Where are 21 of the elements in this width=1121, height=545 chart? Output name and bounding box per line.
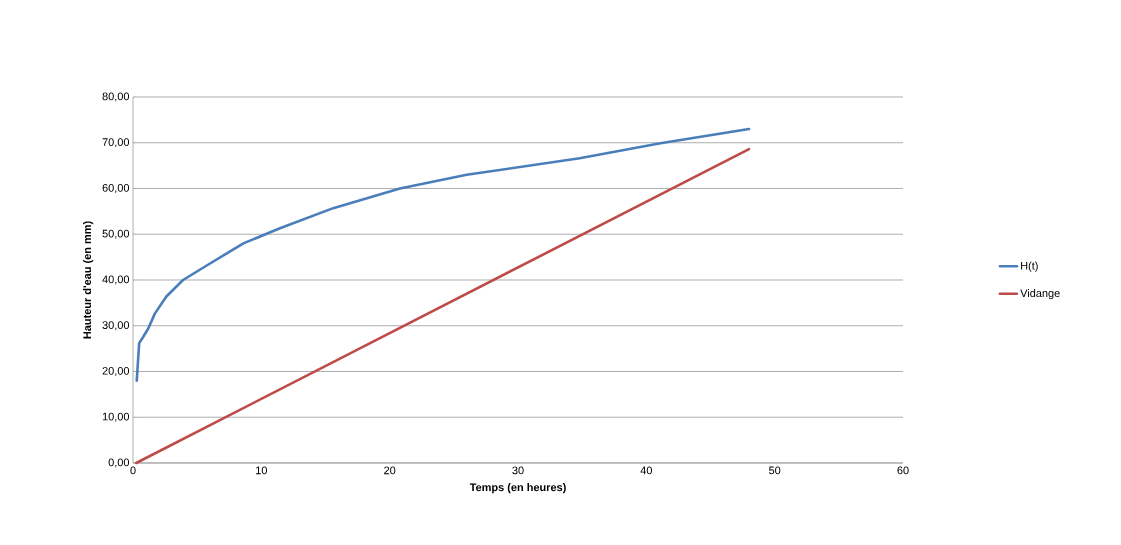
y-tick-label: 70,00 (102, 138, 130, 148)
y-axis-title: Hauteur d'eau (en mm) (83, 221, 94, 339)
x-tick-label: 30 (512, 466, 524, 475)
y-tick-label: 30,00 (102, 321, 130, 331)
legend-label: Vidange (1020, 288, 1060, 300)
y-tick-label: 50,00 (102, 229, 130, 239)
y-tick-label: 0,00 (108, 458, 130, 468)
line-series (135, 127, 751, 382)
y-tick-label: 20,00 (102, 366, 130, 377)
x-tick-label: 60 (897, 466, 909, 475)
x-tick-label: 50 (769, 466, 781, 475)
x-axis-title: Temps (en heures) (469, 483, 566, 494)
y-tick-label: 10,00 (102, 412, 130, 422)
x-tick-label: 10 (256, 466, 267, 475)
x-tick-label: 20 (384, 466, 396, 475)
legend-label: H(t) (1021, 261, 1038, 272)
y-tick-label: 40,00 (102, 275, 130, 285)
x-tick-label: 40 (640, 466, 652, 475)
x-tick-label: 0 (130, 466, 136, 475)
y-tick-label: 60,00 (102, 183, 130, 194)
y-tick-label: 80,00 (102, 92, 130, 102)
